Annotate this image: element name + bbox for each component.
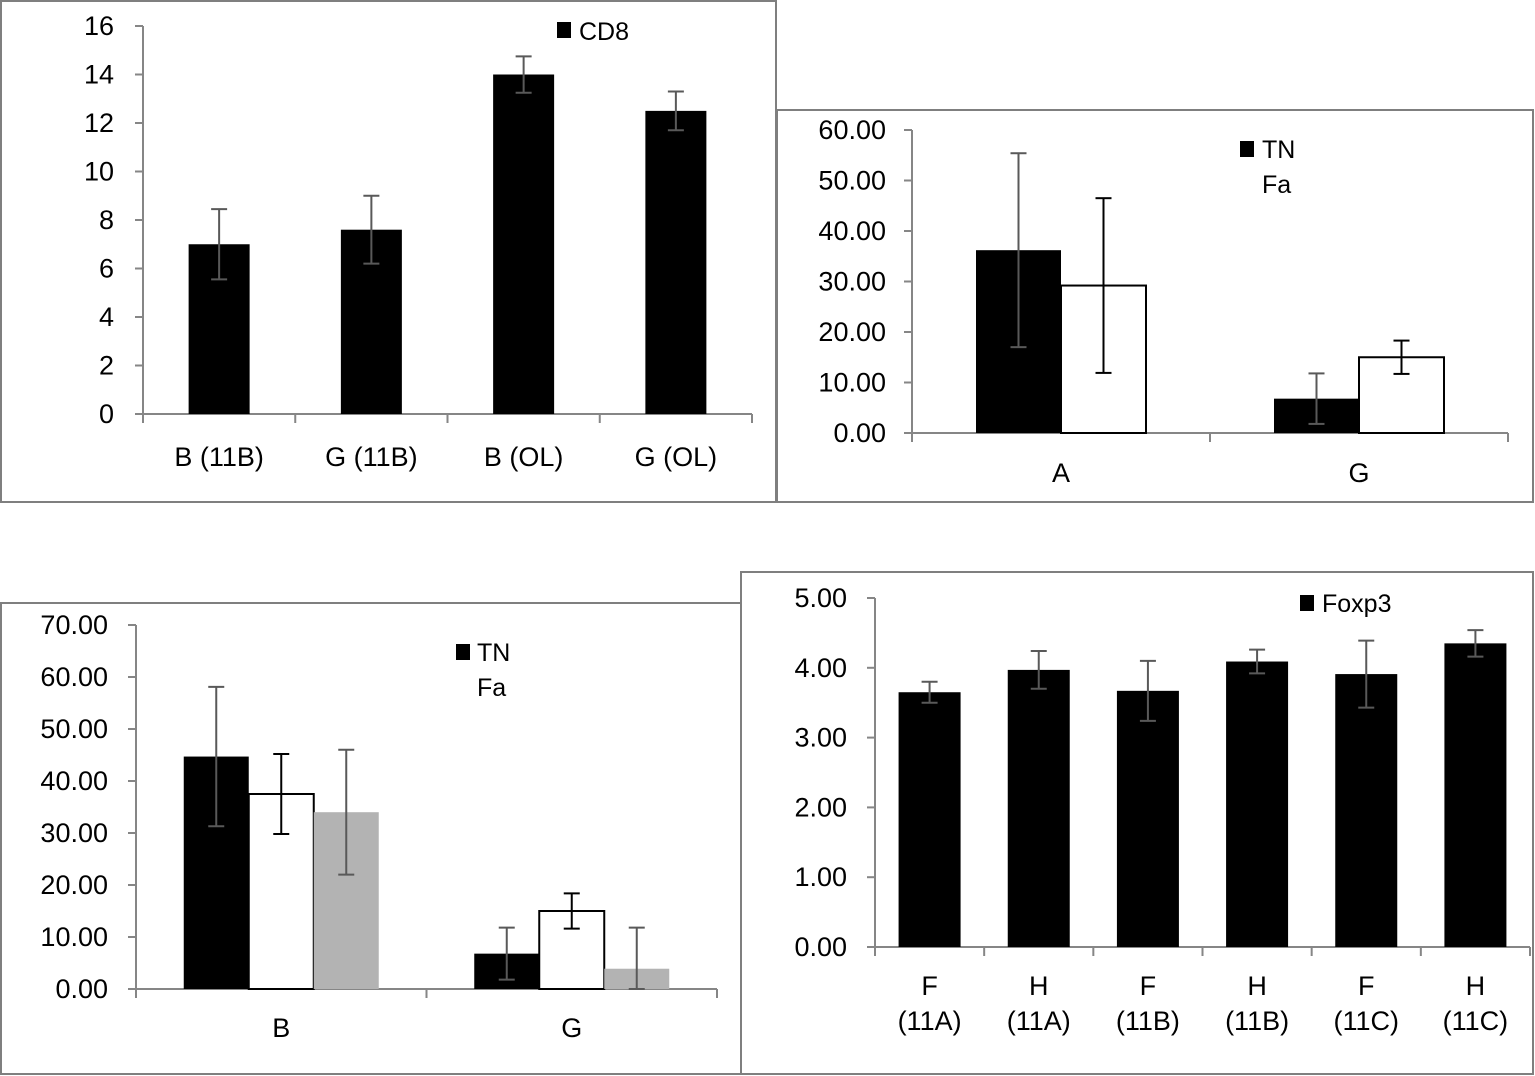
legend-swatch-tn <box>1240 141 1254 157</box>
foxp3-chart-panel: 0.00 1.00 2.00 3.00 4.00 5.00 F (11A) H (11A) F (11… <box>740 571 1534 1075</box>
bar <box>1116 690 1179 947</box>
y-tick-label: 70.00 <box>40 610 108 640</box>
legend-label-tn: TN <box>1262 136 1295 164</box>
tn-fa-chart-panel-bg: 0.00 10.00 20.00 30.00 40.00 50.00 60.00 70.00 B… <box>0 602 742 1075</box>
legend-label-foxp3: Foxp3 <box>1322 590 1391 618</box>
y-tick-label: 40.00 <box>818 216 886 246</box>
chart-frame <box>776 109 1534 503</box>
y-tick-label: 2.00 <box>794 792 847 822</box>
y-tick-label: 3.00 <box>794 723 847 753</box>
x-tick-label: F (11C) <box>1333 971 1399 1036</box>
x-tick-label: H (11A) <box>1007 971 1071 1036</box>
x-tick-label: G <box>1348 458 1369 488</box>
legend-label-fa: Fa <box>477 674 506 702</box>
legend-swatch-cd8 <box>557 22 571 38</box>
y-tick-label: 2 <box>99 351 114 381</box>
y-tick-label: 16 <box>84 11 114 41</box>
y-tick-label: 30.00 <box>818 267 886 297</box>
x-tick-label: H (11C) <box>1443 971 1509 1036</box>
y-tick-label: 0.00 <box>794 932 847 962</box>
bar <box>1226 661 1289 947</box>
tn-fa-chart-panel-ag: 0.00 10.00 20.00 30.00 40.00 50.00 60.00 A G TN … <box>776 109 1534 503</box>
bar <box>1444 643 1507 947</box>
bar <box>898 692 961 947</box>
x-tick-label: G (11B) <box>325 442 418 472</box>
chart-legend: TN Fa <box>456 639 510 702</box>
y-tick-label: 40.00 <box>40 766 108 796</box>
y-tick-label: 4 <box>99 302 114 332</box>
y-tick-label: 20.00 <box>818 317 886 347</box>
y-tick-label: 0 <box>99 399 114 429</box>
y-tick-label: 8 <box>99 205 114 235</box>
x-tick-label: H (11B) <box>1225 971 1289 1036</box>
legend-swatch-foxp3 <box>1300 595 1314 611</box>
y-tick-label: 0.00 <box>55 974 108 1004</box>
x-tick-label: F (11A) <box>898 971 962 1036</box>
legend-label-fa: Fa <box>1262 171 1291 199</box>
y-tick-label: 14 <box>84 60 114 90</box>
bar <box>645 110 707 414</box>
x-tick-label: F (11B) <box>1116 971 1180 1036</box>
legend-label-cd8: CD8 <box>579 18 629 46</box>
x-tick-label: B (11B) <box>174 442 264 472</box>
legend-swatch-tn <box>456 644 470 660</box>
y-tick-label: 6 <box>99 254 114 284</box>
y-tick-label: 10.00 <box>40 922 108 952</box>
y-tick-label: 5.00 <box>794 583 847 613</box>
y-tick-label: 60.00 <box>40 662 108 692</box>
bar <box>1007 669 1070 947</box>
legend-label-tn: TN <box>477 639 510 667</box>
x-tick-label: B (OL) <box>484 442 564 472</box>
y-tick-label: 4.00 <box>794 653 847 683</box>
chart-legend: CD8 <box>557 18 629 46</box>
y-tick-label: 60.00 <box>818 115 886 145</box>
y-tick-label: 20.00 <box>40 870 108 900</box>
x-tick-label: B <box>272 1013 290 1043</box>
chart-legend: TN Fa <box>1240 136 1295 199</box>
chart-legend: Foxp3 <box>1300 590 1391 618</box>
y-tick-label: 12 <box>84 108 114 138</box>
y-tick-label: 50.00 <box>40 714 108 744</box>
y-tick-label: 1.00 <box>794 862 847 892</box>
y-tick-label: 30.00 <box>40 818 108 848</box>
x-tick-label: G (OL) <box>635 442 718 472</box>
y-tick-label: 0.00 <box>833 418 886 448</box>
y-tick-label: 10 <box>84 157 114 187</box>
bar <box>493 74 555 414</box>
x-tick-label: A <box>1052 458 1070 488</box>
bar <box>538 910 606 990</box>
x-tick-label: G <box>561 1013 582 1043</box>
y-tick-label: 50.00 <box>818 166 886 196</box>
bar <box>1335 674 1398 947</box>
y-tick-label: 10.00 <box>818 368 886 398</box>
